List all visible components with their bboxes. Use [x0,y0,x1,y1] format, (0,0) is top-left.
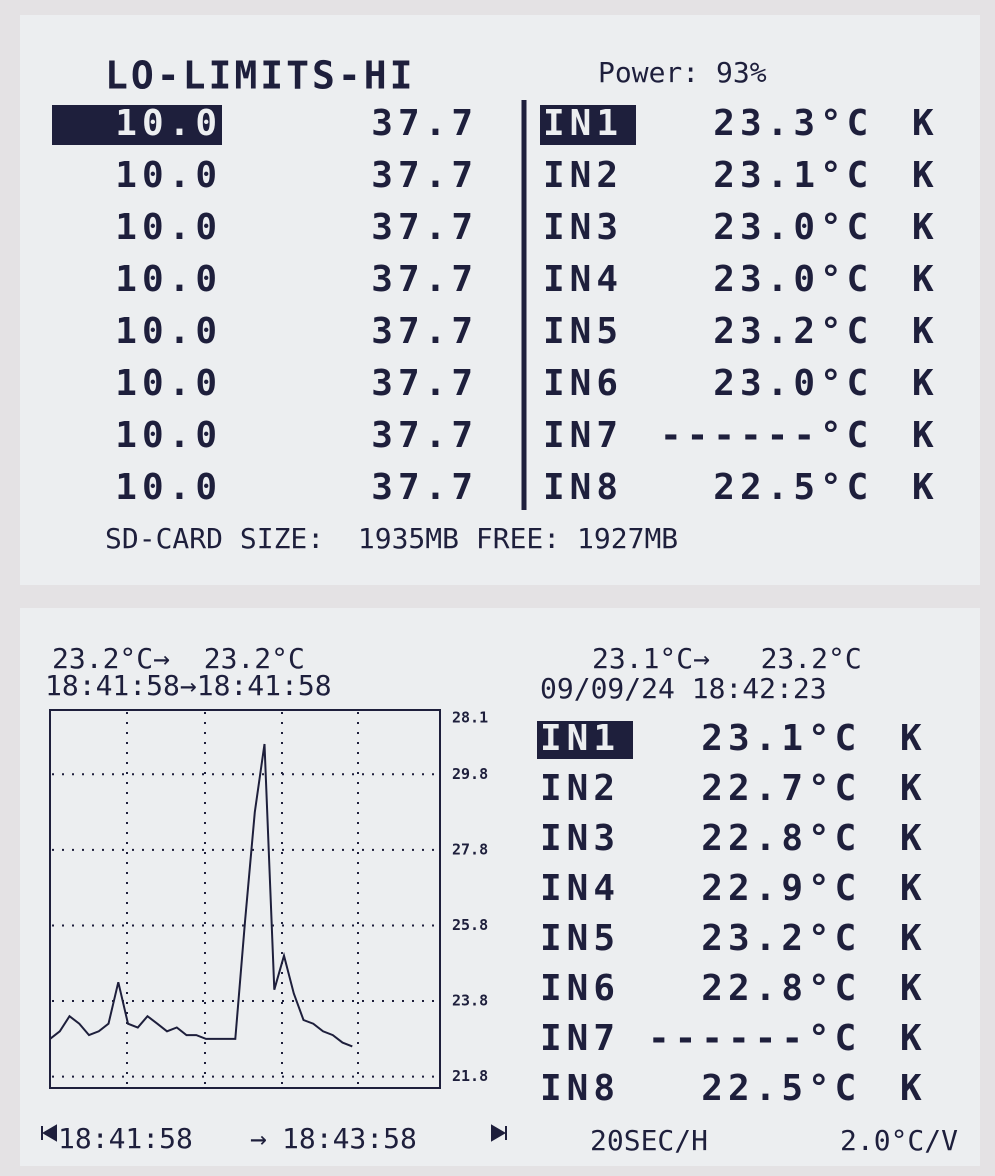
hi-limit: 37.7 [371,363,478,404]
channel: IN6 [540,968,620,1009]
sensor-type: K [900,918,927,959]
channel: IN5 [540,918,620,959]
reading: 23.2 [701,918,808,959]
cursor-right-datetime: 09/09/24 18:42:23 [540,672,827,705]
time-scale: 20SEC/H [590,1124,708,1157]
unit: °C [820,259,873,300]
y-tick-label: 21.8 [452,1067,488,1085]
channel: IN4 [540,868,620,909]
unit: °C [808,818,861,859]
unit: °C [808,768,861,809]
reading: 22.5 [713,467,820,508]
lo-limit: 10.0 [115,207,222,248]
channel: IN7 [540,1018,620,1059]
channel: IN6 [543,363,623,404]
lo-limit: 10.0 [115,311,222,352]
channel: IN2 [543,155,623,196]
lo-limit: 10.0 [115,363,222,404]
hi-limit: 37.7 [371,259,478,300]
reading: 22.8 [701,968,808,1009]
channel: IN3 [540,818,620,859]
reading: 23.2 [713,311,820,352]
reading: 23.0 [713,259,820,300]
channel: IN8 [543,467,623,508]
unit: °C [808,968,861,1009]
channel: IN2 [540,768,620,809]
sensor-type: K [900,968,927,1009]
sensor-type: K [900,718,927,759]
hi-limit: 37.7 [371,155,478,196]
y-tick-label: 29.8 [452,765,488,783]
x-arrow: → [250,1122,267,1155]
hi-limit: 37.7 [371,311,478,352]
power: Power: 93% [598,56,767,89]
hi-limit: 37.7 [371,103,478,144]
sensor-type: K [912,415,939,456]
channel: IN1 [543,103,623,144]
unit: °C [820,155,873,196]
hi-limit: 37.7 [371,467,478,508]
channel: IN5 [543,311,623,352]
lo-limit: 10.0 [115,467,222,508]
sensor-type: K [912,207,939,248]
unit: °C [820,103,873,144]
lo-limit: 10.0 [115,415,222,456]
reading: 22.5 [701,1068,808,1109]
channel: IN3 [543,207,623,248]
reading: 22.7 [701,768,808,809]
y-tick-label: 23.8 [452,992,488,1010]
device-screens: LO-LIMITS-HI Power: 93% SD-CARD SIZE: 19… [0,0,995,1176]
sensor-type: K [912,311,939,352]
channel: IN7 [543,415,623,456]
unit: °C [820,467,873,508]
hi-limit: 37.7 [371,207,478,248]
sensor-type: K [912,155,939,196]
temp-scale: 2.0°C/V [840,1124,958,1157]
unit: °C [808,868,861,909]
channel: IN4 [543,259,623,300]
unit: °C [808,918,861,959]
y-tick-label: 27.8 [452,840,488,858]
lo-limit: 10.0 [115,155,222,196]
reading: 23.1 [701,718,808,759]
reading: 22.8 [701,818,808,859]
sensor-type: K [900,768,927,809]
sd-footer: SD-CARD SIZE: 1935MB FREE: 1927MB [105,522,678,555]
lo-limit: 10.0 [115,103,222,144]
hi-limit: 37.7 [371,415,478,456]
reading: 23.0 [713,363,820,404]
unit: °C [820,415,873,456]
x-end: 18:43:58 [282,1122,417,1155]
sensor-type: K [912,363,939,404]
sensor-type: K [900,818,927,859]
unit: °C [820,207,873,248]
channel: IN1 [540,718,620,759]
y-tick-label: 25.8 [452,916,488,934]
lo-limit: 10.0 [115,259,222,300]
unit: °C [820,363,873,404]
unit: °C [820,311,873,352]
reading: 23.1 [713,155,820,196]
channel: IN8 [540,1068,620,1109]
reading: 23.0 [713,207,820,248]
cursor-right-temps: 23.1°C→ 23.2°C [592,642,862,675]
limits-title: LO-LIMITS-HI [105,54,416,98]
reading: ------ [660,415,820,456]
top-scale-label: 28.1 [452,709,488,727]
cursor-left-times: 18:41:58→18:41:58 [45,669,332,702]
reading: ------ [648,1018,808,1059]
unit: °C [808,1018,861,1059]
sensor-type: K [912,259,939,300]
sensor-type: K [912,467,939,508]
sensor-type: K [900,868,927,909]
sensor-type: K [900,1068,927,1109]
sensor-type: K [900,1018,927,1059]
reading: 22.9 [701,868,808,909]
x-start: 18:41:58 [58,1122,193,1155]
reading: 23.3 [713,103,820,144]
unit: °C [808,718,861,759]
unit: °C [808,1068,861,1109]
sensor-type: K [912,103,939,144]
